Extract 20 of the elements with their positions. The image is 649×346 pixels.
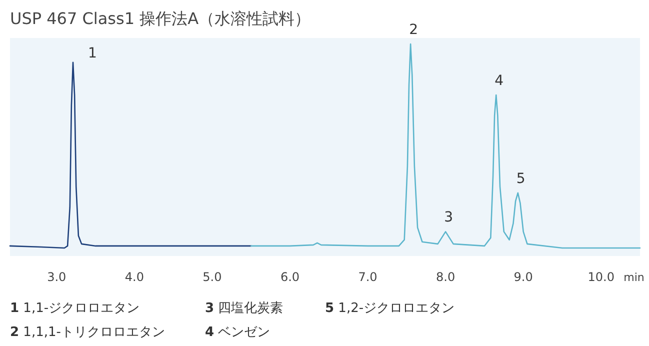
x-tick-label: 6.0 xyxy=(280,270,300,284)
text: 5 1,2-ジクロロエタン xyxy=(325,301,455,316)
x-tick-label: 8.0 xyxy=(436,270,456,284)
annotation: 4 xyxy=(494,73,504,89)
x-tick-label: 10.0 xyxy=(588,270,614,284)
annotation: 3 xyxy=(444,210,454,226)
chart-title: USP 467 Class1 操作法A（水溶性試料） xyxy=(10,9,311,28)
text: 3 四塩化炭素 xyxy=(205,301,284,316)
x-tick-label: 9.0 xyxy=(514,270,533,284)
annotation: 1 xyxy=(88,45,97,62)
x-tick-label: 4.0 xyxy=(124,270,144,284)
x-tick-label: 7.0 xyxy=(358,270,378,284)
x-tick-label: 5.0 xyxy=(202,270,222,284)
x-tick-label: 3.0 xyxy=(47,270,66,284)
annotation: 2 xyxy=(409,22,418,38)
annotation: 5 xyxy=(516,170,526,187)
x-axis-title: min xyxy=(624,271,644,284)
text: 4 ベンゼン xyxy=(205,325,270,340)
text: 2 1,1,1-トリクロロエタン xyxy=(10,325,165,340)
text: 1 1,1-ジクロロエタン xyxy=(10,301,140,316)
